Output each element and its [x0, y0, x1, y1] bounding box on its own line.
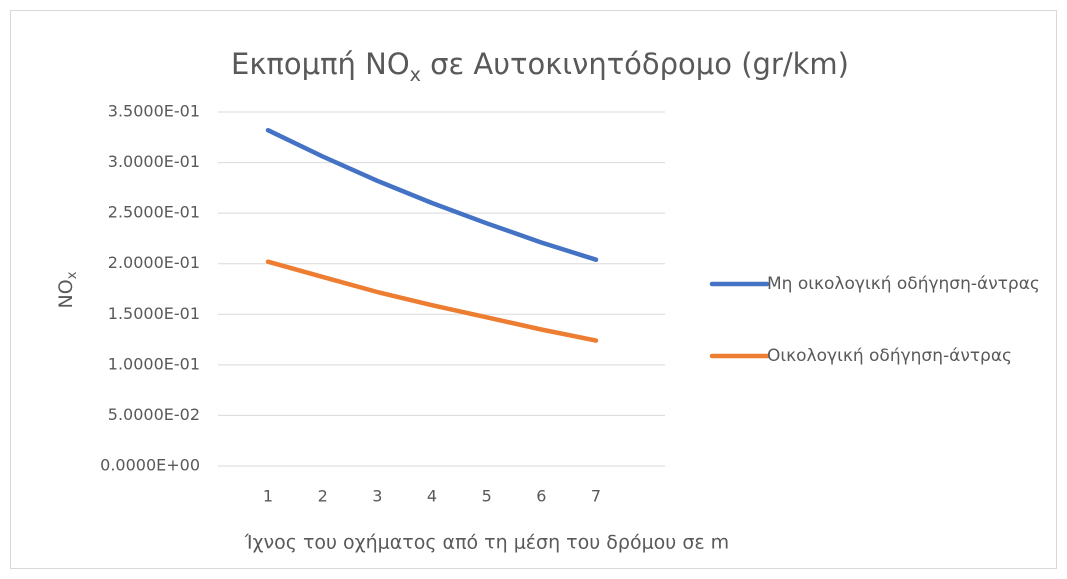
y-label-subscript: x	[65, 271, 80, 279]
y-tick-label: 3.0000E-01	[108, 152, 200, 171]
data-line	[265, 127, 599, 262]
title-subscript: x	[410, 64, 421, 86]
title-part: Εκπομπή NO	[231, 47, 410, 81]
chart-title: Εκπομπή NOx σε Αυτοκινητόδρομο (gr/km)	[231, 47, 849, 86]
x-tick-label: 5	[482, 487, 492, 506]
y-tick-label: 1.5000E-01	[108, 304, 200, 323]
y-tick-label: 1.0000E-01	[108, 354, 200, 373]
y-tick-label: 2.0000E-01	[108, 253, 200, 272]
title-part: σε Αυτοκινητόδρομο (gr/km)	[421, 47, 849, 81]
x-tick-label: 1	[263, 487, 273, 506]
chart-border	[10, 10, 1057, 569]
x-tick-label: 6	[536, 487, 546, 506]
x-tick-label: 4	[427, 487, 437, 506]
data-line	[265, 259, 599, 343]
y-tick-label: 0.0000E+00	[100, 456, 200, 475]
y-label-part: NO	[55, 279, 77, 308]
y-tick-label: 5.0000E-02	[108, 405, 200, 424]
x-tick-label: 3	[372, 487, 382, 506]
y-axis-label: NOx	[55, 271, 80, 308]
x-tick-label: 7	[591, 487, 601, 506]
legend-label: Μη οικολογική οδήγηση-άντρας	[767, 274, 1040, 294]
y-tick-label: 2.5000E-01	[108, 203, 200, 222]
x-axis-label: Ίχνος του οχήματος από τη μέση του δρόμο…	[244, 532, 729, 554]
x-tick-label: 2	[318, 487, 328, 506]
y-tick-label: 3.5000E-01	[108, 102, 200, 121]
legend-label: Οικολογική οδήγηση-άντρας	[767, 346, 1013, 366]
